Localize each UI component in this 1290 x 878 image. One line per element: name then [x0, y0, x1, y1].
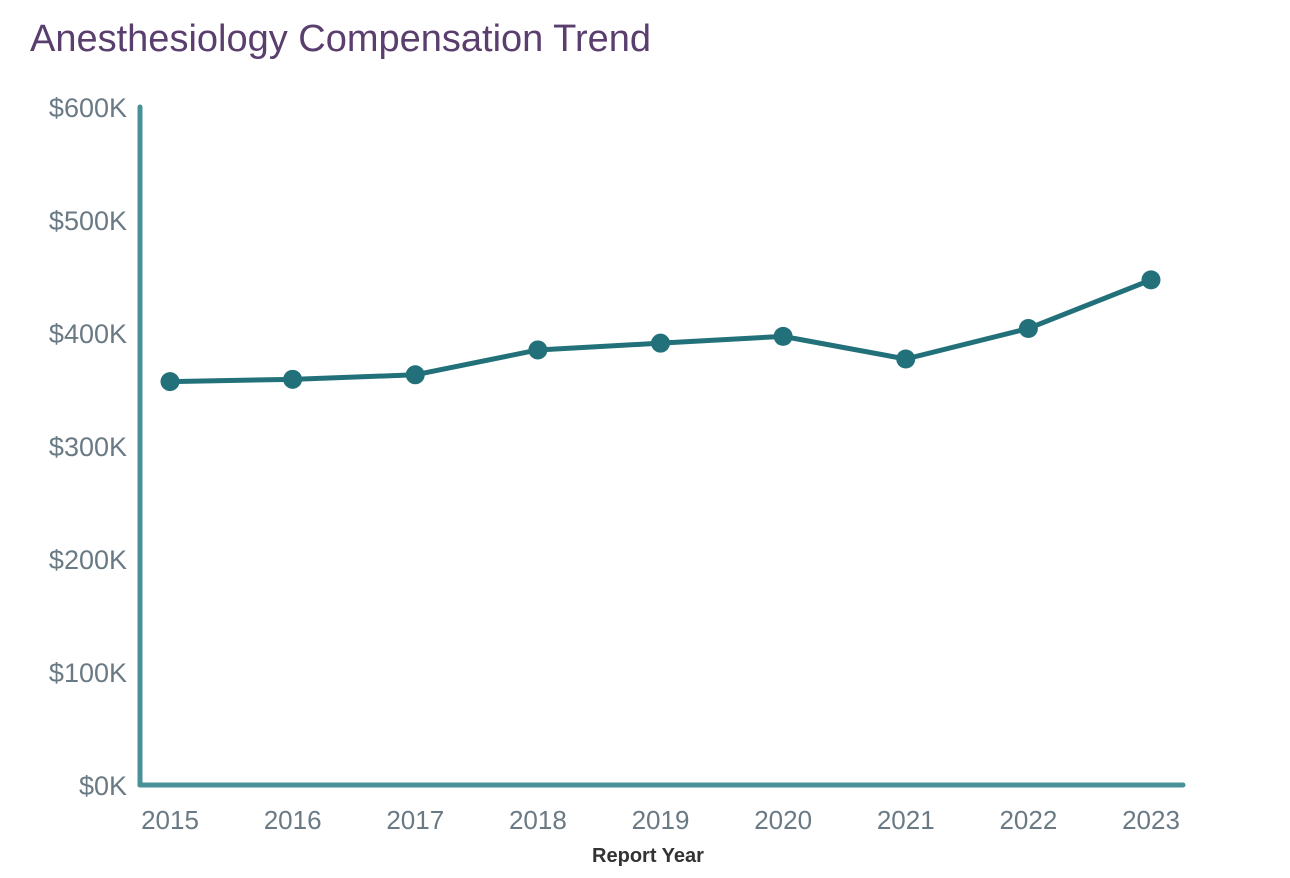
data-point-2016	[283, 369, 303, 389]
x-tick-label: 2016	[264, 805, 322, 835]
x-tick-label: 2023	[1122, 805, 1180, 835]
data-point-2019	[651, 333, 670, 353]
data-point-2018	[528, 340, 548, 360]
x-tick-label: 2021	[877, 805, 935, 835]
data-point-2021	[896, 349, 916, 369]
x-tick-label: 2015	[141, 805, 199, 835]
data-point-2015	[160, 372, 180, 392]
y-tick-label: $200K	[49, 545, 127, 575]
data-point-2017	[405, 365, 425, 385]
x-tick-label: 2017	[386, 805, 444, 835]
data-point-2020	[773, 326, 793, 346]
series-line	[169, 277, 1152, 385]
data-point-2022	[1018, 318, 1038, 338]
chart-title: Anesthesiology Compensation Trend	[30, 18, 652, 60]
y-tick-label: $300K	[49, 432, 127, 462]
x-axis-label: Report Year	[592, 845, 704, 867]
x-tick-label: 2019	[632, 805, 690, 835]
y-tick-label: $500K	[49, 206, 127, 236]
x-tick-label: 2022	[999, 805, 1057, 835]
y-tick-label: $0K	[79, 771, 127, 801]
y-tick-label: $100K	[49, 658, 127, 688]
x-tick-label: 2020	[754, 805, 812, 835]
x-tick-label: 2018	[509, 805, 567, 835]
y-tick-label: $600K	[49, 93, 127, 123]
y-tick-label: $400K	[49, 319, 127, 349]
data-point-2023	[1141, 270, 1161, 290]
